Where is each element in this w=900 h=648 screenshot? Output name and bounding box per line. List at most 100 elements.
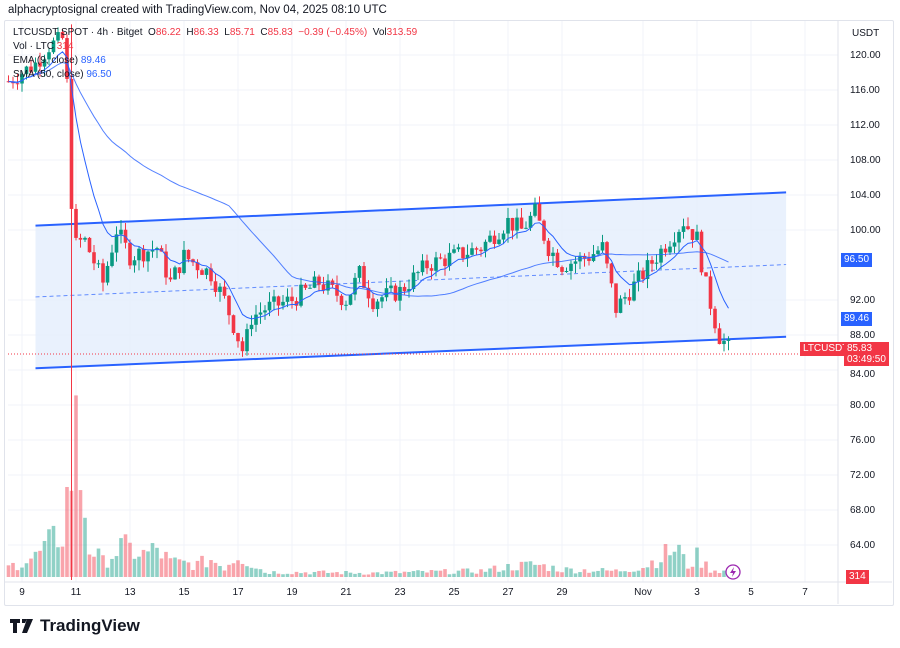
volume-bar [470,572,474,577]
candle-body [609,263,614,284]
currency-label[interactable]: USDT [852,28,880,39]
candle-body [704,272,708,277]
date-tick: 25 [448,587,460,598]
volume-bar [321,570,326,577]
volume-value: 313.59 [386,27,418,38]
price-tick: 80.00 [850,400,876,411]
channel-upper-line [35,191,787,227]
candle-body [375,301,380,310]
candle-body [141,248,146,262]
volume-bar [15,570,20,577]
candle-body [429,268,434,271]
volume-bar [326,573,330,577]
candle-body [461,247,465,259]
volume-bar [389,571,393,577]
candle-body [245,329,249,352]
volume-bar [690,566,695,577]
candle-body [411,272,416,290]
candle-body [488,235,492,242]
candle-body [276,296,281,306]
volume-bar [515,570,519,577]
candle-body [366,287,371,299]
volume-bar [227,564,231,577]
candle-body [420,260,425,273]
candle-body [213,281,218,292]
tradingview-logo[interactable]: TradingView [10,616,140,636]
volume-bar [677,544,681,577]
candle-body [614,283,618,313]
volume-bar [168,558,173,577]
volume-bar [416,570,420,577]
sma-line [8,61,729,297]
legend-sma[interactable]: SMA (50, close) 96.50 [13,69,111,81]
chart-caption: alphacryptosignal created with TradingVi… [8,4,387,16]
price-tick: 84.00 [850,369,876,380]
candle-body [407,289,411,292]
symbol-tag: LTCUSDT [800,342,852,356]
candle-body [560,267,564,272]
volume-bar [200,555,204,577]
candle-body [659,248,663,263]
price-tick: 92.00 [850,295,876,306]
candle-body [398,286,402,301]
date-tick: 17 [232,587,244,598]
candle-body [105,265,110,283]
candle-body [681,226,686,232]
volume-bar [699,567,704,577]
legend-ema[interactable]: EMA (9, close) 89.46 [13,55,106,67]
candle-body [587,258,591,261]
volume-bar [560,572,564,577]
candle-body [150,249,155,252]
candle-body [42,59,47,67]
candle-body [195,262,200,271]
candle-body [263,310,267,313]
candle-body [110,252,114,266]
candle-body [267,301,272,311]
date-tick: 5 [748,587,754,598]
legend-volume[interactable]: Vol · LTC 314 [13,41,73,53]
ema-price-tag: 89.46 [841,312,873,326]
volume-bar [83,517,87,577]
price-tick: 112.00 [850,120,880,131]
volume-bar [402,571,407,577]
symbol-label[interactable]: LTCUSDT SPOT · 4h · Bitget [13,27,143,38]
ema-line [8,51,729,320]
volume-bar [128,542,132,577]
candle-body [690,229,695,240]
candle-body [569,263,573,271]
tradingview-wordmark: TradingView [40,616,140,635]
volume-bar [294,571,299,577]
channel-fill [35,192,787,369]
volume-bar [150,543,155,577]
chart-frame[interactable] [4,20,894,606]
volume-bar [344,571,348,577]
price-tick: 68.00 [850,505,876,516]
volume-bar [335,572,339,577]
candle-body [623,297,627,299]
channel-lower-line [35,335,787,370]
volume-bar [24,563,29,577]
candle-body [173,267,177,280]
volume-bar [173,557,177,577]
sma-value: 96.50 [86,69,112,80]
volume-bar [708,572,713,577]
volume-bar [114,556,119,577]
volume-bar [317,570,321,577]
close-label: C [260,27,268,38]
candle-body [240,341,245,352]
volume-bar [38,550,42,577]
volume-bar [420,570,425,577]
candle-body [87,237,92,253]
candle-body [281,301,285,306]
volume-label: Vol [372,27,387,38]
sma-label: SMA (50, close) [13,69,84,80]
candle-body [483,241,488,252]
volume-bar [20,567,24,577]
volume-bar [236,560,240,577]
candle-body [474,248,479,250]
candle-body [236,333,240,342]
volume-bar [564,567,569,577]
volume-bar [348,572,353,577]
candle-body [497,239,501,244]
